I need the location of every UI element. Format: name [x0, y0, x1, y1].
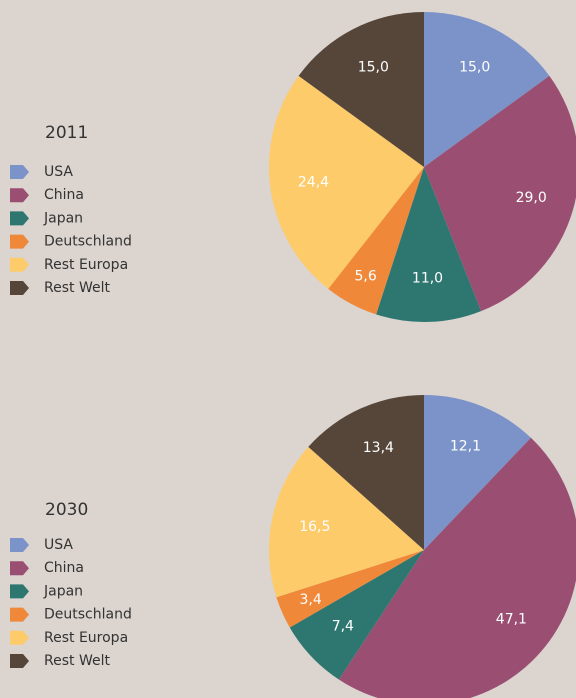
slice-label: 7,4	[332, 619, 354, 635]
legend-label: USA	[44, 537, 73, 553]
legend-label: Rest Europa	[44, 630, 128, 646]
slice-label: 11,0	[412, 271, 443, 287]
pie-slice	[424, 395, 531, 550]
legend-icon	[10, 211, 29, 226]
legend-icon	[10, 234, 29, 249]
slice-label: 29,0	[516, 190, 547, 206]
slice-label: 13,4	[363, 440, 394, 456]
legend-label: Japan	[43, 210, 83, 226]
slice-label: 3,4	[299, 592, 321, 608]
pie-slice	[338, 437, 576, 698]
legend-icon	[10, 630, 29, 645]
pie-slice	[269, 446, 424, 598]
legend-label: Rest Welt	[44, 653, 110, 669]
legend-label: China	[44, 560, 84, 576]
legend-icon	[10, 607, 29, 622]
legend-icon	[10, 584, 29, 599]
slice-label: 15,0	[459, 60, 490, 76]
pie-slice	[376, 167, 482, 322]
legend-icon	[10, 281, 29, 295]
legend-icon	[10, 538, 29, 552]
legend-title: 2030	[45, 500, 88, 520]
pie-slice	[298, 12, 424, 167]
slice-label: 47,1	[496, 611, 527, 627]
pie-slice	[276, 550, 424, 628]
pie-slice	[308, 395, 424, 550]
slice-label: 15,0	[358, 60, 389, 76]
legend-icon	[10, 165, 29, 179]
legend-label: USA	[44, 164, 73, 180]
pie-slice	[328, 167, 424, 315]
legend-label: Deutschland	[44, 234, 132, 250]
legend-icon	[10, 188, 29, 203]
legend-label: Japan	[43, 583, 83, 599]
legend-icon	[10, 654, 29, 668]
pie-slice	[269, 75, 424, 289]
pie-slice	[424, 12, 550, 167]
legend-title: 2011	[45, 123, 88, 143]
legend-icon	[10, 257, 29, 272]
legend-label: China	[44, 187, 84, 203]
pie-slice	[289, 550, 424, 680]
legend-label: Rest Welt	[44, 280, 110, 296]
slice-label: 5,6	[354, 268, 376, 284]
slice-label: 24,4	[298, 174, 329, 190]
legend-icon	[10, 561, 29, 576]
slice-label: 16,5	[299, 519, 330, 535]
legend-label: Rest Europa	[44, 257, 128, 273]
pie-slice	[424, 75, 576, 312]
slice-label: 12,1	[450, 438, 481, 454]
legend-label: Deutschland	[44, 607, 132, 623]
